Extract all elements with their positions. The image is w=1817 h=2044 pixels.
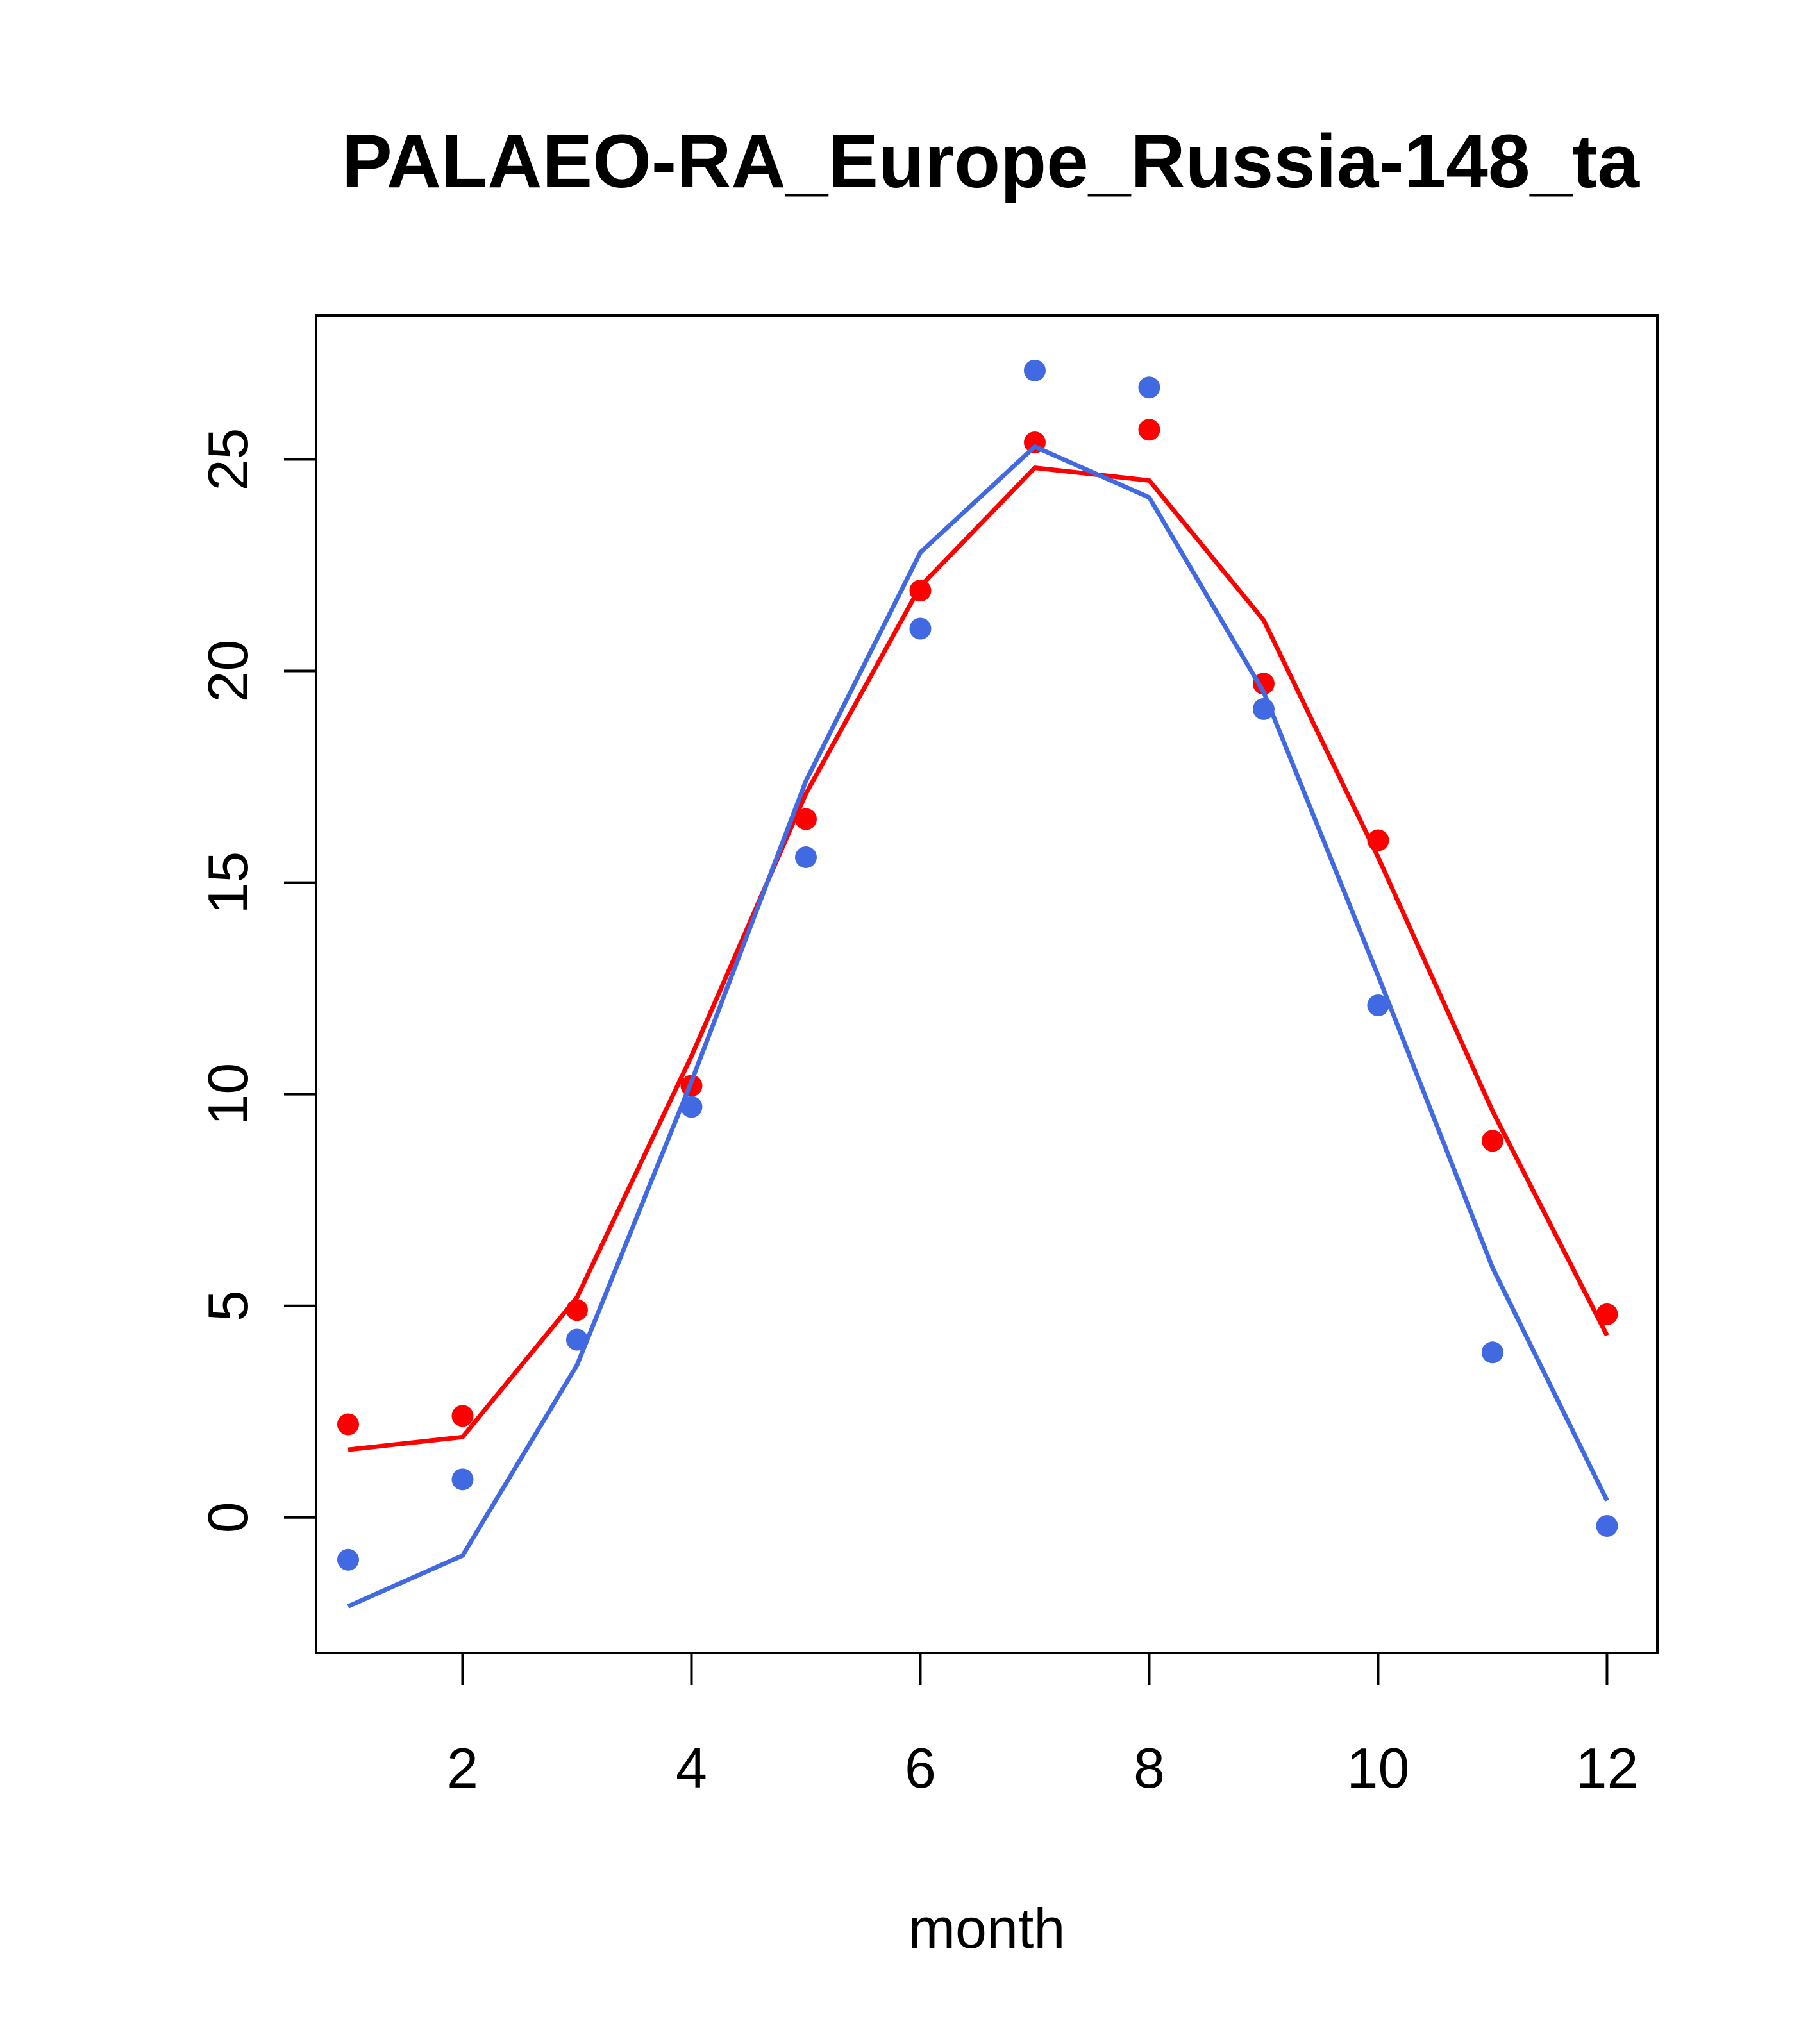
x-tick-label: 4 <box>676 1736 707 1800</box>
y-tick-label: 10 <box>196 1063 260 1126</box>
series-line <box>347 444 1609 1609</box>
series-1 <box>337 419 1618 1452</box>
x-axis-label: month <box>908 1897 1066 1960</box>
series-2 <box>337 359 1618 1609</box>
data-point <box>1252 698 1275 720</box>
series-layer <box>337 359 1618 1609</box>
data-point <box>1481 1341 1503 1364</box>
data-point <box>1481 1130 1503 1152</box>
data-point <box>451 1405 474 1427</box>
data-point <box>451 1468 474 1491</box>
data-point <box>680 1096 703 1118</box>
y-tick-label: 0 <box>196 1502 260 1533</box>
data-point <box>794 808 817 830</box>
chart-title: PALAEO-RA_Europe_Russia-148_ta <box>342 119 1640 204</box>
x-tick-label: 12 <box>1576 1736 1639 1800</box>
data-point <box>1367 829 1389 851</box>
y-axis: 0 5 10 15 20 25 <box>196 428 317 1533</box>
data-point <box>337 1413 359 1436</box>
x-tick-label: 2 <box>447 1736 478 1800</box>
data-point <box>909 580 932 602</box>
data-point <box>909 617 932 640</box>
data-point <box>1252 673 1275 695</box>
data-point <box>565 1299 588 1321</box>
x-tick-label: 8 <box>1134 1736 1165 1800</box>
y-tick-label: 15 <box>196 851 260 914</box>
series-line <box>347 465 1609 1452</box>
x-axis: 2 4 6 8 10 12 <box>447 1652 1639 1800</box>
x-tick-label: 6 <box>905 1736 936 1800</box>
data-point <box>1596 1514 1618 1537</box>
x-tick-label: 10 <box>1347 1736 1410 1800</box>
data-point <box>565 1328 588 1351</box>
y-tick-label: 5 <box>196 1290 260 1321</box>
data-point <box>794 846 817 868</box>
data-point <box>337 1548 359 1571</box>
data-point <box>1367 994 1389 1017</box>
y-tick-label: 20 <box>196 640 260 703</box>
y-tick-label: 25 <box>196 428 260 490</box>
data-point <box>1023 359 1046 381</box>
data-point <box>1596 1303 1618 1325</box>
data-point <box>1138 376 1160 399</box>
data-point <box>1138 419 1160 441</box>
